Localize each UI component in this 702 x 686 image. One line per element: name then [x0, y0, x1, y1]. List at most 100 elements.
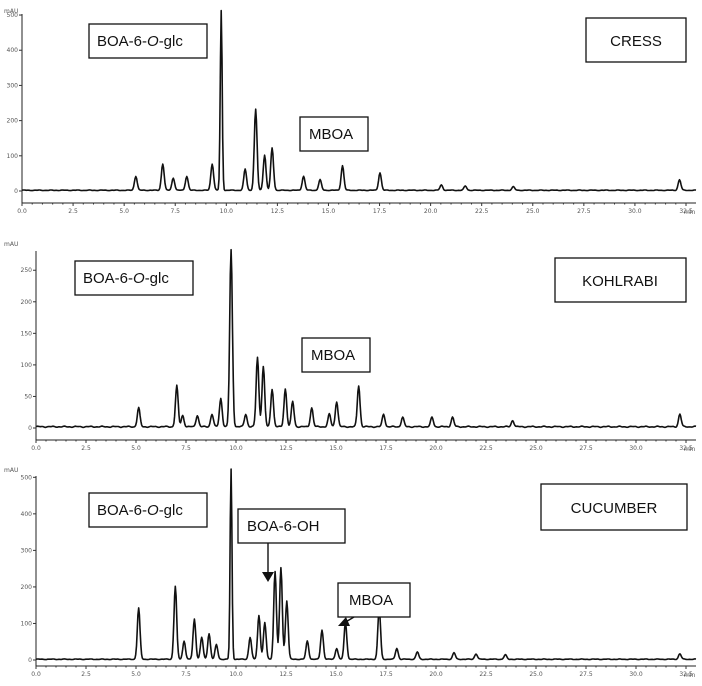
arrowhead: [338, 617, 350, 626]
y-unit-label: mAU: [4, 467, 18, 474]
y-tick-label: 200: [7, 118, 19, 125]
trace-layer: [21, 9, 697, 192]
x-tick-label: 25.0: [529, 445, 543, 452]
x-tick-label: 10.0: [229, 671, 243, 678]
x-tick-label: 17.5: [373, 208, 387, 215]
trace-layer: [35, 468, 697, 661]
y-tick-label: 500: [7, 12, 19, 19]
y-tick-label: 500: [21, 474, 33, 481]
x-tick-label: 20.0: [424, 208, 438, 215]
chromatogram-panel-cucumber: mAU min 0 100 200 300 400 500 0.0 2.5 5.0 7.5 10.0…: [4, 467, 697, 679]
tick-layer: 0 100 200 300 400 500 0.0 2.5 5.0 7.5 10.0 12.5 15.0…: [21, 474, 696, 678]
annotation-mboa: MBOA: [337, 582, 411, 626]
x-tick-label: 15.0: [329, 445, 343, 452]
y-tick-label: 100: [21, 620, 33, 627]
annotation-boa-6-o-glc: BOA-6-O-glc: [88, 23, 208, 59]
x-tick-label: 12.5: [279, 671, 293, 678]
x-tick-label: 22.5: [479, 445, 493, 452]
chromatogram-trace: [35, 248, 697, 429]
y-tick-label: 0: [28, 425, 32, 432]
x-tick-label: 20.0: [429, 445, 443, 452]
sample-label-box: CUCUMBER: [540, 483, 688, 531]
annotation-text: BOA-6-O-glc: [97, 33, 183, 50]
sample-label: CRESS: [610, 33, 662, 50]
trace-layer: [35, 248, 697, 429]
x-tick-label: 27.5: [579, 445, 593, 452]
y-tick-label: 400: [7, 47, 19, 54]
annotation-boa-6-oh: BOA-6-OH: [237, 508, 346, 582]
x-tick-label: 2.5: [81, 671, 91, 678]
x-tick-label: 0.0: [31, 445, 41, 452]
annotation-boa-6-o-glc: BOA-6-O-glc: [74, 260, 194, 296]
sample-label: CUCUMBER: [571, 500, 658, 517]
x-tick-label: 10.0: [229, 445, 243, 452]
x-tick-label: 12.5: [279, 445, 293, 452]
x-tick-label: 22.5: [475, 208, 489, 215]
x-tick-label: 25.0: [529, 671, 543, 678]
x-tick-label: 2.5: [68, 208, 78, 215]
chromatogram-panel-cress: mAU min 0 100 200 300 400 500 0.0 2.5 5.0 7.5 10.0…: [4, 8, 697, 216]
x-tick-label: 5.0: [119, 208, 129, 215]
chromatogram-trace: [35, 468, 697, 661]
x-tick-label: 32.5: [679, 445, 693, 452]
y-tick-label: 250: [21, 267, 33, 274]
y-tick-label: 100: [7, 153, 19, 160]
sample-label-box: CRESS: [585, 17, 687, 63]
x-tick-label: 0.0: [31, 671, 41, 678]
x-tick-label: 17.5: [379, 445, 393, 452]
x-tick-label: 7.5: [181, 671, 191, 678]
y-tick-label: 400: [21, 511, 33, 518]
y-tick-label: 0: [28, 657, 32, 664]
annotation-mboa: MBOA: [299, 116, 369, 152]
tick-layer: 0 50 100 150 200 250 0.0 2.5 5.0 7.5 10.0 12.5 15.0 1…: [21, 251, 696, 452]
x-tick-label: 32.5: [679, 208, 693, 215]
x-unit-label: min: [684, 209, 696, 216]
x-tick-label: 7.5: [170, 208, 180, 215]
annotation-text: MBOA: [311, 347, 355, 364]
y-tick-label: 300: [7, 82, 19, 89]
y-tick-label: 150: [21, 330, 33, 337]
x-tick-label: 10.0: [220, 208, 234, 215]
x-tick-label: 25.0: [526, 208, 540, 215]
x-tick-label: 17.5: [379, 671, 393, 678]
x-tick-label: 15.0: [322, 208, 336, 215]
x-tick-label: 30.0: [629, 671, 643, 678]
x-unit-label: min: [684, 672, 696, 679]
x-tick-label: 30.0: [628, 208, 642, 215]
y-unit-label: mAU: [4, 8, 18, 15]
tick-layer: 0 100 200 300 400 500 0.0 2.5 5.0 7.5 10.0 12.5 15.0…: [7, 12, 696, 215]
annotation-text: BOA-6-O-glc: [97, 502, 183, 519]
chromatogram-trace: [21, 9, 697, 192]
x-tick-label: 0.0: [17, 208, 27, 215]
y-tick-label: 0: [14, 188, 18, 195]
x-tick-label: 32.5: [679, 671, 693, 678]
x-tick-label: 15.0: [329, 671, 343, 678]
y-unit-label: mAU: [4, 241, 18, 248]
y-tick-label: 200: [21, 299, 33, 306]
y-tick-label: 300: [21, 547, 33, 554]
annotation-text: MBOA: [309, 126, 353, 143]
x-tick-label: 22.5: [479, 671, 493, 678]
y-tick-label: 100: [21, 362, 33, 369]
annotation-text: BOA-6-O-glc: [83, 270, 169, 287]
annotation-boa-6-o-glc: BOA-6-O-glc: [88, 492, 208, 528]
x-tick-label: 2.5: [81, 445, 91, 452]
sample-label: KOHLRABI: [582, 273, 658, 290]
annotation-text: BOA-6-OH: [247, 518, 320, 535]
x-tick-label: 12.5: [271, 208, 285, 215]
x-unit-label: min: [684, 446, 696, 453]
y-tick-label: 200: [21, 584, 33, 591]
x-tick-label: 7.5: [181, 445, 191, 452]
arrowhead: [262, 572, 274, 582]
x-tick-label: 20.0: [429, 671, 443, 678]
x-tick-label: 5.0: [131, 671, 141, 678]
y-tick-label: 50: [24, 393, 32, 400]
chromatogram-panel-kohlrabi: mAU min 0 50 100 150 200 250 0.0 2.5 5.0 7.5 10.0 1…: [4, 241, 697, 453]
x-tick-label: 27.5: [579, 671, 593, 678]
x-tick-label: 27.5: [577, 208, 591, 215]
sample-label-box: KOHLRABI: [554, 257, 687, 303]
x-tick-label: 5.0: [131, 445, 141, 452]
annotation-text: MBOA: [349, 592, 393, 609]
x-tick-label: 30.0: [629, 445, 643, 452]
